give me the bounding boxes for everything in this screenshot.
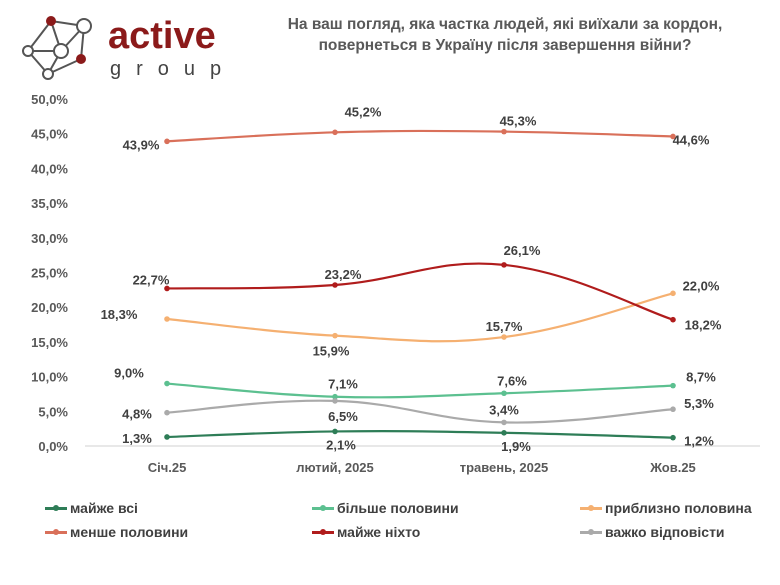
- data-point: [164, 380, 170, 387]
- data-point: [501, 262, 507, 268]
- legend-swatch: [312, 504, 334, 511]
- x-tick-label: травень, 2025: [460, 460, 549, 475]
- logo-network-icon: active group: [22, 15, 236, 80]
- data-point: [670, 382, 676, 389]
- data-label: 7,1%: [328, 377, 358, 392]
- data-point: [164, 434, 170, 440]
- data-point: [501, 390, 507, 397]
- legend-swatch: [580, 528, 602, 535]
- legend-item: майже ніхто: [312, 524, 420, 540]
- data-label: 4,8%: [122, 407, 152, 422]
- data-point: [332, 129, 338, 136]
- logo-word-active: active: [108, 15, 216, 57]
- y-tick-label: 20,0%: [31, 300, 68, 315]
- data-label: 2,1%: [326, 437, 356, 452]
- data-label: 45,3%: [500, 114, 537, 129]
- data-label: 23,2%: [325, 267, 362, 282]
- data-label: 22,7%: [133, 272, 170, 287]
- y-tick-label: 50,0%: [31, 92, 68, 107]
- legend-swatch: [45, 504, 67, 511]
- data-point: [670, 290, 676, 297]
- legend-swatch: [312, 528, 334, 535]
- data-point: [332, 282, 338, 288]
- legend-item: майже всі: [45, 500, 138, 516]
- data-point: [332, 398, 338, 404]
- data-point: [164, 316, 170, 322]
- data-point: [670, 316, 676, 323]
- legend-item: менше половини: [45, 524, 188, 540]
- legend-label: більше половини: [337, 500, 459, 516]
- data-label: 26,1%: [504, 243, 541, 258]
- legend-label: майже всі: [70, 500, 138, 516]
- y-tick-label: 25,0%: [31, 266, 68, 281]
- series-line: [166, 382, 674, 399]
- series-line: [166, 430, 674, 439]
- data-point: [332, 332, 338, 339]
- data-point: [332, 428, 338, 435]
- y-tick-label: 45,0%: [31, 127, 68, 142]
- data-point: [670, 406, 676, 413]
- data-label: 1,3%: [122, 431, 152, 446]
- data-label: 18,3%: [101, 307, 138, 322]
- y-tick-label: 5,0%: [38, 404, 68, 419]
- y-tick-label: 0,0%: [38, 439, 68, 454]
- data-label: 3,4%: [489, 402, 519, 417]
- x-tick-label: Січ.25: [148, 460, 187, 475]
- data-label: 45,2%: [345, 104, 382, 119]
- y-tick-label: 40,0%: [31, 161, 68, 176]
- data-label: 44,6%: [673, 132, 710, 147]
- data-point: [501, 334, 507, 340]
- legend-label: приблизно половина: [605, 500, 752, 516]
- y-tick-label: 15,0%: [31, 335, 68, 350]
- data-label: 6,5%: [328, 409, 358, 424]
- data-label: 1,9%: [501, 439, 531, 454]
- x-tick-label: лютий, 2025: [296, 460, 374, 475]
- data-point: [670, 434, 676, 441]
- data-point: [501, 128, 507, 135]
- data-label: 8,7%: [686, 370, 716, 385]
- legend-label: майже ніхто: [337, 524, 421, 540]
- data-label: 15,7%: [486, 319, 523, 334]
- data-label: 18,2%: [685, 318, 722, 333]
- series-line: [166, 262, 674, 321]
- series-line: [166, 399, 674, 424]
- data-label: 43,9%: [123, 137, 160, 152]
- logo: active group: [18, 10, 238, 87]
- x-tick-label: Жов.25: [649, 460, 696, 475]
- data-label: 15,9%: [313, 344, 350, 359]
- chart-title: На ваш погляд, яка частка людей, які виї…: [287, 16, 723, 54]
- data-point: [501, 419, 507, 426]
- data-point: [501, 430, 507, 436]
- series-line: [166, 292, 674, 343]
- data-label: 7,6%: [497, 373, 527, 388]
- data-label: 5,3%: [684, 396, 714, 411]
- logo-word-group: group: [110, 58, 236, 80]
- legend-swatch: [45, 528, 67, 535]
- legend-swatch: [580, 504, 602, 511]
- data-point: [332, 393, 338, 400]
- y-tick-label: 30,0%: [31, 231, 68, 246]
- legend-item: важко відповісти: [580, 524, 725, 540]
- data-point: [164, 285, 170, 292]
- legend-label: важко відповісти: [605, 524, 725, 540]
- legend-item: приблизно половина: [580, 500, 752, 516]
- data-point: [164, 409, 170, 416]
- data-label: 22,0%: [683, 278, 720, 293]
- series-line: [166, 129, 674, 143]
- legend-label: менше половини: [70, 524, 189, 540]
- y-tick-label: 10,0%: [31, 370, 68, 385]
- y-tick-label: 35,0%: [31, 196, 68, 211]
- data-label: 9,0%: [114, 366, 144, 381]
- data-point: [670, 133, 676, 140]
- data-label: 1,2%: [684, 434, 714, 449]
- legend-item: більше половини: [312, 500, 459, 516]
- data-point: [164, 138, 170, 145]
